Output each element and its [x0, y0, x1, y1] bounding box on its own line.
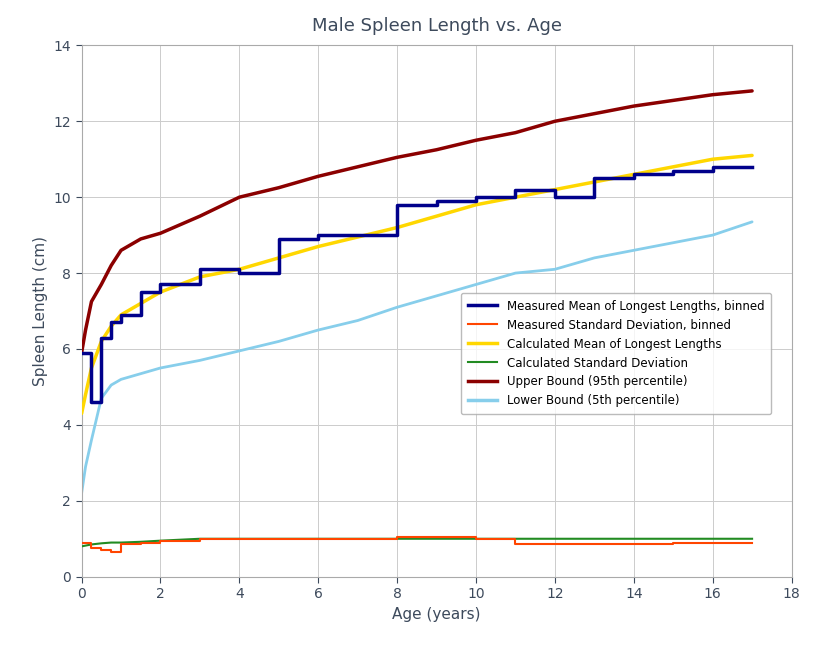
Title: Male Spleen Length vs. Age: Male Spleen Length vs. Age: [312, 17, 561, 36]
Legend: Measured Mean of Longest Lengths, binned, Measured Standard Deviation, binned, C: Measured Mean of Longest Lengths, binned…: [461, 293, 771, 414]
Y-axis label: Spleen Length (cm): Spleen Length (cm): [33, 236, 48, 386]
X-axis label: Age (years): Age (years): [392, 607, 481, 621]
